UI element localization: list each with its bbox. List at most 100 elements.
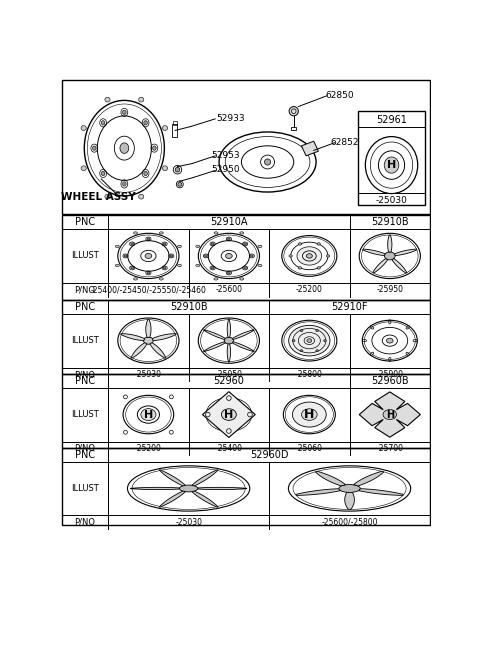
Text: -25800: -25800 [296, 370, 323, 379]
Ellipse shape [81, 125, 86, 131]
Ellipse shape [163, 243, 166, 245]
Text: ILLUST: ILLUST [71, 252, 99, 260]
Text: 62850: 62850 [325, 91, 354, 101]
Ellipse shape [211, 267, 214, 269]
Text: 52910A: 52910A [210, 217, 248, 227]
Text: -25050: -25050 [216, 370, 242, 379]
Polygon shape [232, 330, 254, 340]
Ellipse shape [324, 340, 326, 342]
Bar [62, 447, 430, 525]
Polygon shape [392, 259, 407, 273]
Text: -25950: -25950 [376, 285, 403, 294]
Text: -25600: -25600 [216, 285, 242, 294]
Polygon shape [359, 489, 404, 495]
Ellipse shape [131, 243, 133, 245]
Ellipse shape [299, 267, 301, 269]
Text: ILLUST: ILLUST [71, 484, 99, 493]
Text: -25600/-25800: -25600/-25800 [321, 518, 378, 527]
Polygon shape [232, 342, 254, 351]
Ellipse shape [115, 264, 120, 267]
Bar [172, 124, 178, 137]
Circle shape [264, 159, 271, 165]
Ellipse shape [292, 402, 326, 427]
Ellipse shape [299, 242, 301, 245]
Polygon shape [373, 259, 388, 273]
Polygon shape [363, 249, 385, 256]
Text: -25200: -25200 [296, 285, 323, 294]
Ellipse shape [214, 232, 218, 234]
Text: 52910B: 52910B [170, 302, 207, 312]
Text: -25400: -25400 [216, 444, 242, 453]
Ellipse shape [251, 255, 253, 257]
Ellipse shape [178, 264, 181, 267]
Text: 52910F: 52910F [331, 302, 368, 312]
Text: -25400/-25450/-25550/-25460: -25400/-25450/-25550/-25460 [90, 285, 206, 294]
Ellipse shape [145, 254, 152, 258]
Text: ILLUST: ILLUST [71, 410, 99, 419]
Text: 52933: 52933 [216, 114, 245, 124]
Polygon shape [315, 471, 346, 486]
Text: ILLUST: ILLUST [71, 336, 99, 345]
Polygon shape [150, 343, 166, 358]
Ellipse shape [147, 238, 150, 240]
Ellipse shape [159, 232, 163, 234]
Ellipse shape [226, 254, 232, 258]
Text: P/NO: P/NO [74, 518, 96, 527]
Ellipse shape [386, 338, 393, 343]
Polygon shape [159, 491, 185, 507]
Text: -25060: -25060 [296, 444, 323, 453]
Text: -25900: -25900 [376, 370, 403, 379]
Ellipse shape [317, 267, 320, 269]
Text: WHEEL ASSY: WHEEL ASSY [61, 192, 135, 202]
Bar [62, 79, 430, 214]
Ellipse shape [124, 255, 127, 257]
Ellipse shape [101, 171, 105, 175]
Bar [291, 127, 296, 131]
Text: PNC: PNC [75, 449, 95, 460]
Polygon shape [131, 487, 180, 489]
Polygon shape [345, 492, 354, 509]
Text: P/NO: P/NO [74, 370, 96, 379]
Ellipse shape [384, 252, 395, 260]
Polygon shape [388, 235, 392, 252]
Text: H: H [144, 409, 153, 420]
Ellipse shape [292, 340, 295, 342]
Ellipse shape [120, 143, 129, 153]
Ellipse shape [306, 254, 312, 258]
Polygon shape [227, 319, 230, 337]
Ellipse shape [144, 337, 153, 344]
Bar [173, 121, 177, 125]
Ellipse shape [204, 255, 207, 257]
Polygon shape [159, 470, 185, 486]
Circle shape [289, 106, 299, 116]
Text: 52961: 52961 [376, 116, 407, 125]
Text: -25930: -25930 [135, 370, 162, 379]
Polygon shape [227, 344, 230, 362]
Ellipse shape [240, 278, 244, 280]
Text: -25030: -25030 [175, 518, 202, 527]
Ellipse shape [300, 330, 303, 332]
Ellipse shape [105, 194, 110, 199]
Ellipse shape [300, 350, 303, 351]
Text: PNC: PNC [75, 376, 95, 386]
Text: PNC: PNC [75, 302, 95, 312]
Polygon shape [152, 334, 176, 340]
Ellipse shape [383, 409, 396, 420]
Text: 52960: 52960 [214, 376, 244, 386]
Ellipse shape [228, 272, 230, 274]
Text: PNC: PNC [75, 217, 95, 227]
Bar [62, 300, 430, 374]
Ellipse shape [258, 264, 262, 267]
Text: 52910B: 52910B [371, 217, 408, 227]
Ellipse shape [144, 171, 147, 175]
Bar [358, 111, 425, 205]
Ellipse shape [316, 330, 319, 332]
Ellipse shape [211, 243, 214, 245]
Polygon shape [131, 343, 147, 358]
Polygon shape [198, 487, 247, 489]
Ellipse shape [214, 278, 218, 280]
Ellipse shape [131, 267, 133, 269]
Ellipse shape [288, 325, 330, 356]
Ellipse shape [122, 110, 126, 114]
Ellipse shape [317, 242, 320, 245]
